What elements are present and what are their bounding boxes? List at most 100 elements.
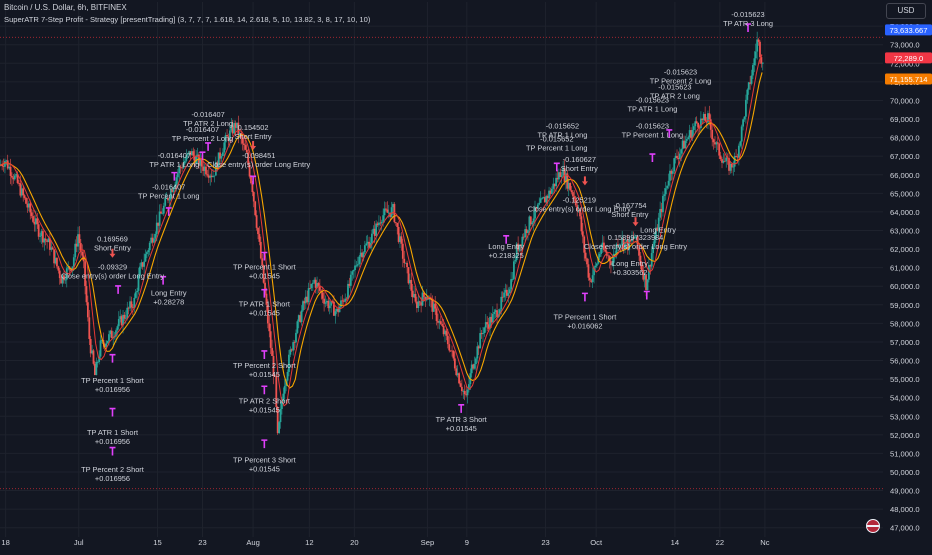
candle-body [140, 262, 143, 267]
tp-marker-icon [261, 385, 268, 395]
candle-body [677, 157, 680, 160]
candle-body [709, 119, 712, 130]
candle-body [202, 166, 205, 171]
candle-body [448, 344, 451, 351]
candle-body [470, 364, 473, 374]
trade-label-text: Close entry(s) order Long Entry [584, 242, 687, 251]
candle-body [220, 156, 223, 159]
candle-body [680, 149, 683, 154]
candle-body [29, 203, 32, 213]
candle-body [101, 339, 103, 341]
candle-body [759, 41, 761, 58]
candle-body [255, 215, 258, 228]
candle-body [158, 211, 161, 226]
candle-body [147, 250, 150, 253]
candle-body [328, 305, 331, 309]
candle-body [581, 231, 584, 237]
candle-body [340, 300, 342, 307]
candle-body [358, 256, 361, 265]
candle-body [226, 135, 228, 137]
candle-body [459, 383, 462, 387]
candle-body [183, 160, 186, 164]
candle-body [442, 325, 445, 335]
candle-body [639, 255, 642, 265]
candle-body [77, 234, 79, 247]
candle-body [670, 170, 673, 174]
candle-body [236, 122, 238, 128]
candle-body [15, 174, 18, 176]
candle-body [483, 327, 486, 333]
time-tick-label: 23 [198, 538, 206, 547]
candle-body [503, 292, 505, 298]
candle-body [390, 207, 393, 217]
candle-body [150, 237, 153, 243]
candle-body [527, 230, 529, 233]
candle-body [757, 39, 760, 42]
candle-body [711, 129, 714, 140]
candle-body [356, 264, 359, 266]
candle-body [660, 208, 663, 213]
candle-body [761, 62, 764, 64]
strategy-title[interactable]: SuperATR 7-Step Profit - Strategy [prese… [4, 15, 371, 24]
candle-body [99, 340, 102, 357]
candle-body [46, 240, 49, 243]
candle-body [162, 205, 165, 214]
candle-body [552, 183, 555, 189]
candle-body [525, 229, 528, 233]
candle-body [646, 279, 649, 291]
tp-marker-icon [205, 142, 212, 151]
candle-body [737, 145, 740, 158]
candle-body [378, 222, 380, 226]
candle-body [251, 183, 254, 193]
candle-body [489, 316, 491, 329]
trade-label-text: -0.016407 [191, 110, 224, 119]
candle-body [26, 203, 29, 208]
candle-body [333, 301, 335, 316]
candle-body [451, 350, 453, 352]
candle-body [504, 289, 507, 293]
candle-body [143, 261, 146, 267]
currency-button[interactable]: USD [886, 3, 926, 19]
candle-body [455, 368, 458, 376]
candle-body [463, 390, 466, 395]
candle-body [406, 262, 408, 268]
candle-body [386, 209, 389, 213]
candle-body [746, 89, 749, 100]
trade-label-text: -0.098451 [242, 151, 275, 160]
candle-body [288, 354, 290, 372]
candle-body [480, 333, 483, 335]
candle-body [614, 253, 617, 255]
candle-body [612, 253, 615, 263]
candle-body [203, 166, 206, 171]
candle-body [154, 233, 157, 239]
candle-body [534, 206, 536, 219]
candle-body [424, 296, 427, 301]
candle-body [742, 119, 744, 127]
price-tag [885, 52, 932, 64]
candle-body [655, 227, 657, 240]
price-tag-label: 73,633.667 [889, 26, 927, 35]
candle-body [473, 364, 476, 369]
candle-body [327, 300, 330, 309]
us-flag-icon[interactable] [866, 519, 880, 533]
candle-body [541, 198, 543, 200]
trade-label-text: Long Entry [640, 225, 676, 234]
candle-body [721, 159, 723, 163]
candle-body [43, 238, 46, 243]
supertrend-line-slow [0, 54, 763, 407]
candle-body [652, 246, 655, 254]
candle-body [396, 222, 399, 228]
price-tag [885, 73, 932, 85]
candle-body [701, 118, 704, 121]
tp-marker-icon [666, 129, 673, 138]
candle-body [460, 386, 463, 392]
price-tick-label: 63,000.0 [890, 226, 920, 235]
price-tick-label: 69,000.0 [890, 115, 920, 124]
trade-label-text: TP Percent 1 Long [138, 192, 200, 201]
tp-marker-icon [199, 151, 206, 161]
candle-body [67, 266, 70, 269]
candle-body [626, 239, 629, 250]
candle-body [403, 258, 406, 264]
